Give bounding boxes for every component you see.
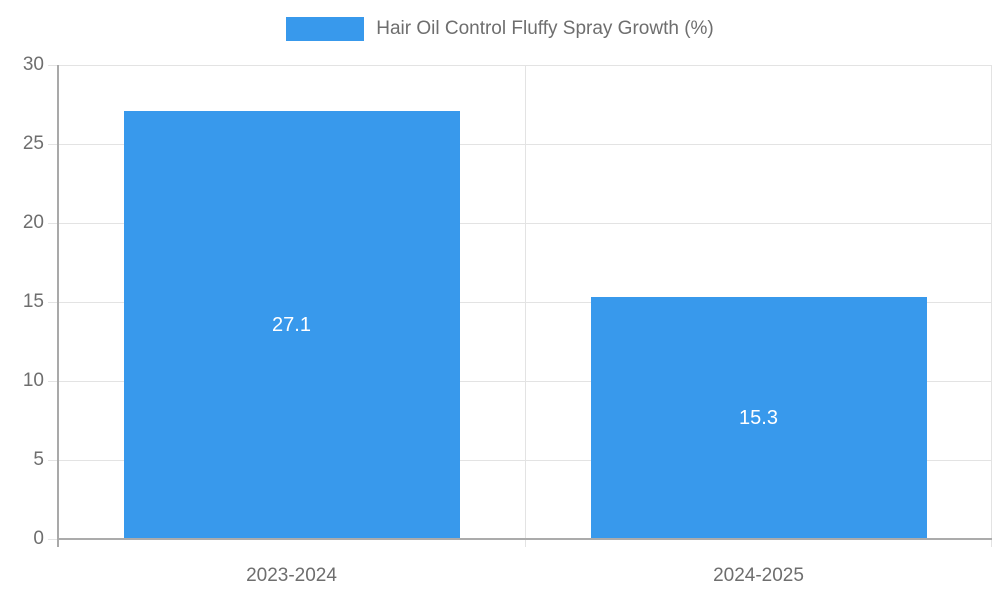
y-tick-mark <box>48 538 58 540</box>
gridline-v <box>990 65 992 539</box>
legend-swatch-icon <box>286 17 365 41</box>
y-tick-mark <box>48 143 58 145</box>
y-tick-mark <box>48 301 58 303</box>
legend: Hair Oil Control Fluffy Spray Growth (%) <box>0 17 1000 41</box>
bar-value-label: 27.1 <box>272 313 311 336</box>
y-tick-mark <box>48 222 58 224</box>
plot-area: 27.1 15.3 0 5 10 15 20 25 30 2023-2024 2024-2025 <box>23 54 992 586</box>
x-tick-mark <box>524 539 526 547</box>
bar-2024-2025 <box>590 297 927 539</box>
bar-2023-2024 <box>123 110 460 539</box>
y-tick-mark <box>48 459 58 461</box>
x-tick-mark <box>990 539 992 547</box>
y-tick-label: 0 <box>33 528 44 549</box>
bar-value-label: 15.3 <box>739 407 778 430</box>
legend-label: Hair Oil Control Fluffy Spray Growth (%) <box>376 18 714 39</box>
y-tick-label: 20 <box>22 212 44 233</box>
y-tick-mark <box>48 380 58 382</box>
x-tick-label: 2023-2024 <box>246 565 337 586</box>
y-tick-label: 15 <box>22 291 44 312</box>
y-tick-label: 5 <box>33 449 44 470</box>
gridline-v <box>524 65 526 539</box>
y-tick-label: 25 <box>22 133 44 154</box>
legend-item[interactable]: Hair Oil Control Fluffy Spray Growth (%) <box>286 17 714 41</box>
y-tick-label: 30 <box>22 54 44 75</box>
y-tick-label: 10 <box>22 370 44 391</box>
x-tick-label: 2024-2025 <box>713 565 804 586</box>
y-tick-mark <box>48 64 58 66</box>
y-axis-line <box>57 65 59 547</box>
x-axis-baseline <box>58 538 992 540</box>
